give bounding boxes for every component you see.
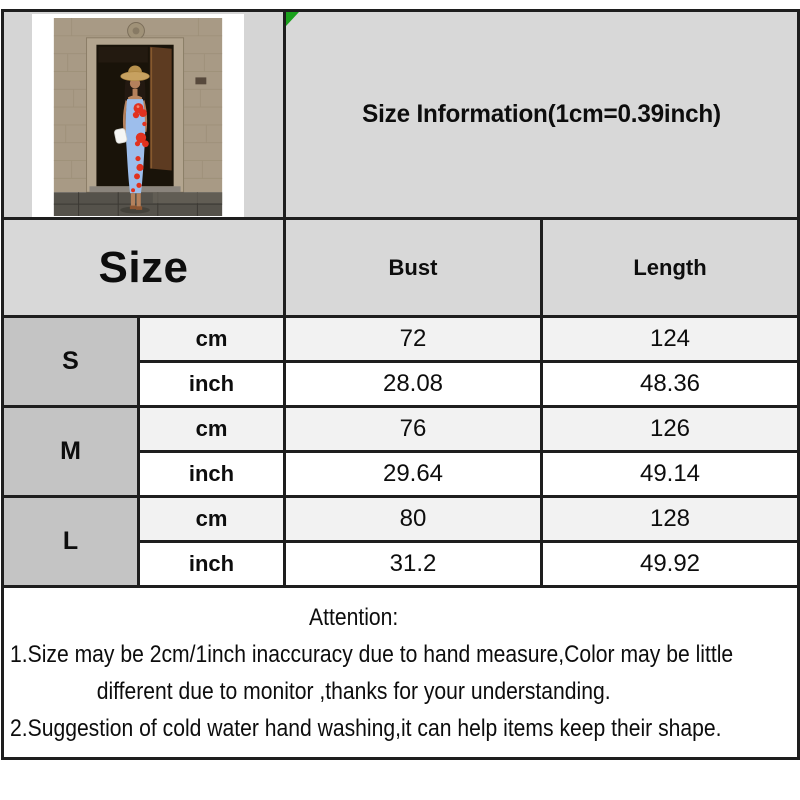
unit-cell: cm: [137, 315, 286, 363]
attention-heading: Attention:: [309, 603, 399, 631]
product-photo: [53, 18, 223, 216]
red-flower-print: [131, 103, 149, 193]
size-header-cell: Size: [1, 217, 286, 318]
unit-cell: cm: [137, 405, 286, 453]
table-row: inch 29.64 49.14: [3, 450, 800, 498]
bust-value-cell: 80: [283, 495, 543, 543]
attention-line: 2.Suggestion of cold water hand washing,…: [10, 714, 722, 742]
legs: [130, 193, 136, 207]
table-row: inch 28.08 48.36: [3, 360, 800, 408]
attention-row: Attention: 1.Size may be 2cm/1inch inacc…: [0, 585, 800, 760]
bust-value-cell: 31.2: [283, 540, 543, 588]
neck: [132, 88, 138, 97]
wall-plaque: [195, 77, 207, 85]
size-label-m: M: [1, 405, 140, 498]
size-sheet-table: Size Information(1cm=0.39inch) Size Bust…: [0, 9, 800, 760]
attention-line: different due to monitor ,thanks for you…: [96, 677, 611, 705]
title-cell: Size Information(1cm=0.39inch): [282, 9, 800, 220]
table-header-row: Size Bust Length: [1, 217, 800, 318]
length-header-cell: Length: [539, 217, 800, 318]
model-figure: [114, 65, 150, 210]
length-value-cell: 128: [539, 495, 800, 543]
bust-value-cell: 29.64: [283, 450, 543, 498]
bust-header-cell: Bust: [283, 217, 543, 318]
unit-cell: inch: [137, 450, 286, 498]
bust-value-cell: 72: [283, 315, 543, 363]
length-value-cell: 49.92: [539, 540, 800, 588]
bust-value-cell: 76: [283, 405, 543, 453]
unit-cell: cm: [137, 495, 286, 543]
photo-white-background: [32, 14, 244, 216]
table-row: M cm 76 126: [1, 405, 800, 498]
attention-section: Attention: 1.Size may be 2cm/1inch inacc…: [0, 585, 800, 760]
length-value-cell: 48.36: [539, 360, 800, 408]
green-corner-marker: [287, 13, 299, 26]
white-clutch: [114, 128, 128, 144]
open-wooden-door: [149, 46, 172, 171]
attention-line: 1.Size may be 2cm/1inch inaccuracy due t…: [10, 640, 734, 668]
bust-value-cell: 28.08: [283, 360, 543, 408]
length-value-cell: 126: [539, 405, 800, 453]
sandals: [129, 205, 137, 210]
table-row: L cm 80 128: [1, 495, 800, 588]
table-row: inch 31.2 49.92: [3, 540, 800, 588]
table-row: S cm 72 124: [1, 315, 800, 408]
unit-cell: inch: [137, 540, 286, 588]
length-value-cell: 124: [539, 315, 800, 363]
length-value-cell: 49.14: [539, 450, 800, 498]
size-label-l: L: [1, 495, 140, 588]
straw-hat: [120, 65, 150, 82]
left-arm: [122, 100, 128, 132]
size-label-s: S: [1, 315, 140, 408]
size-info-title: Size Information(1cm=0.39inch): [362, 100, 721, 128]
top-row: Size Information(1cm=0.39inch): [1, 9, 800, 220]
product-photo-cell: [1, 9, 286, 220]
unit-cell: inch: [137, 360, 286, 408]
